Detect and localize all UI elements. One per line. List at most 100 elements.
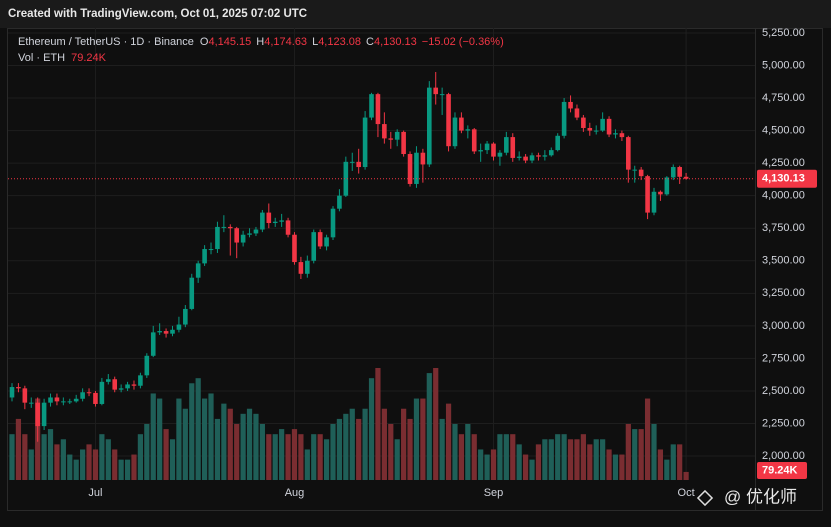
volume-bar bbox=[497, 434, 503, 480]
volume-bar bbox=[664, 459, 670, 480]
candle-body bbox=[144, 355, 150, 376]
volume-bar bbox=[375, 368, 381, 480]
volume-bar bbox=[202, 398, 208, 480]
candle-body bbox=[407, 154, 413, 184]
ohlc-key: C bbox=[366, 36, 374, 48]
candle-body bbox=[16, 387, 21, 389]
volume-bar bbox=[503, 434, 509, 480]
volume-bar bbox=[368, 378, 375, 480]
volume-bar bbox=[144, 424, 150, 480]
volume-bar bbox=[246, 408, 253, 480]
volume-bar bbox=[452, 424, 458, 480]
candle-body bbox=[9, 387, 15, 398]
candle-body bbox=[317, 232, 323, 247]
y-tick-label: 3,750.00 bbox=[762, 222, 805, 234]
volume-bar bbox=[163, 429, 169, 480]
candle-body bbox=[208, 249, 214, 251]
candle-body bbox=[504, 137, 509, 153]
candle-body bbox=[452, 117, 458, 147]
volume-bar bbox=[420, 398, 426, 480]
candle-body bbox=[131, 384, 137, 386]
volume-bar bbox=[458, 434, 464, 480]
candle-body bbox=[227, 226, 233, 229]
candle-body bbox=[298, 262, 304, 274]
candle-body bbox=[54, 397, 60, 402]
y-tick-label: 2,750.00 bbox=[762, 352, 805, 364]
candle-body bbox=[349, 161, 355, 163]
candle-body bbox=[593, 130, 599, 132]
volume-bar bbox=[535, 444, 542, 480]
volume-bar bbox=[401, 408, 407, 480]
frame bbox=[7, 28, 823, 511]
volume-bar bbox=[131, 454, 137, 480]
y-tick-label: 5,000.00 bbox=[762, 59, 805, 71]
candle-body bbox=[427, 87, 432, 165]
candle-body bbox=[150, 332, 156, 356]
candle-body bbox=[362, 117, 368, 168]
candle-body bbox=[414, 152, 419, 184]
volume-bar bbox=[9, 434, 15, 480]
candle-body bbox=[632, 169, 638, 171]
candle-body bbox=[253, 229, 259, 234]
candle-body bbox=[484, 143, 490, 151]
volume-bar bbox=[413, 398, 420, 480]
volume-bar bbox=[73, 459, 79, 480]
volume-bar bbox=[118, 459, 124, 480]
volume-bar bbox=[221, 403, 227, 480]
candle-body bbox=[542, 155, 548, 157]
volume-bar bbox=[112, 449, 118, 480]
volume-bar bbox=[349, 408, 355, 480]
volume-tag bbox=[757, 462, 807, 479]
candle-body bbox=[497, 152, 503, 157]
volume-bar bbox=[632, 429, 638, 480]
candle-body bbox=[202, 249, 207, 264]
watermark-logo bbox=[696, 489, 714, 507]
candle-body bbox=[600, 118, 605, 131]
candle-body bbox=[247, 233, 252, 235]
candle-body bbox=[22, 388, 28, 403]
volume-bar bbox=[465, 424, 471, 480]
volume-bar bbox=[15, 418, 22, 480]
candle-body bbox=[561, 101, 567, 136]
volume-bar bbox=[240, 413, 246, 480]
candle-body bbox=[125, 384, 130, 389]
volume-bar bbox=[362, 408, 368, 480]
candle-body bbox=[626, 137, 631, 170]
candle-body bbox=[651, 191, 657, 213]
volume-bar bbox=[298, 434, 304, 480]
y-tick-label: 4,500.00 bbox=[762, 124, 805, 136]
volume-header: Vol · ETH 79.24K bbox=[18, 52, 107, 64]
candle-body bbox=[465, 129, 471, 131]
volume-bar bbox=[523, 454, 529, 480]
last-price-tag bbox=[757, 169, 817, 188]
candle-body bbox=[99, 381, 105, 404]
change: −15.02 (−0.36%) bbox=[422, 36, 504, 48]
candle-body bbox=[516, 156, 522, 158]
volume-name: Vol · ETH bbox=[18, 52, 65, 64]
candle-body bbox=[183, 308, 188, 325]
volume-bar bbox=[304, 449, 310, 480]
candle-body bbox=[555, 135, 560, 151]
legend-header: Ethereum / TetherUS · 1D · Binance O4,145… bbox=[18, 36, 504, 48]
volume-bar bbox=[105, 439, 111, 480]
candle-body bbox=[478, 150, 483, 152]
candle-body bbox=[73, 398, 79, 402]
candle-body bbox=[240, 234, 246, 243]
candle-body bbox=[529, 155, 535, 161]
candle-body bbox=[581, 117, 586, 128]
volume-bar bbox=[99, 434, 105, 480]
volume-bar bbox=[234, 424, 240, 480]
candle-body bbox=[260, 212, 265, 230]
volume-bar bbox=[291, 429, 298, 480]
volume-bar bbox=[561, 434, 567, 480]
candle-body bbox=[587, 127, 593, 131]
volume-bar bbox=[182, 408, 188, 480]
candle-body bbox=[459, 117, 464, 131]
volume-bar bbox=[407, 418, 413, 480]
volume-bar bbox=[516, 444, 522, 480]
candle-body bbox=[330, 208, 336, 238]
volume-bar bbox=[28, 449, 34, 480]
candle-body bbox=[28, 402, 34, 404]
candle-body bbox=[215, 226, 220, 250]
candle-body bbox=[176, 324, 182, 330]
